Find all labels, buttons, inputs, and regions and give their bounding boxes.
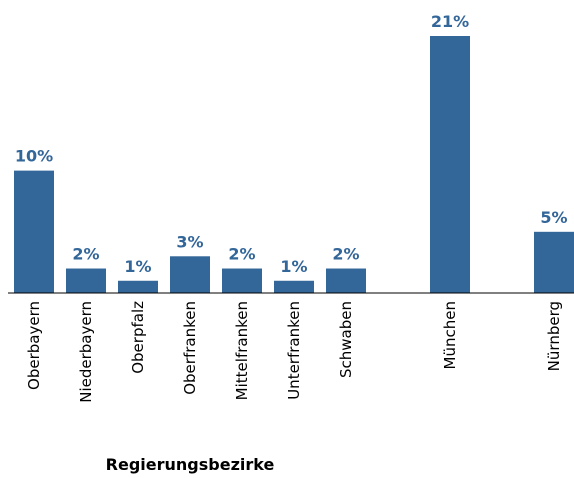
value-label: 1% [124, 257, 151, 276]
x-tick-label: Oberfranken [181, 301, 199, 395]
bar [118, 280, 158, 293]
bar [430, 36, 470, 293]
value-label: 3% [176, 232, 203, 251]
bar [534, 231, 574, 293]
x-tick-label: Niederbayern [77, 301, 95, 403]
bar [274, 280, 314, 293]
value-label: 2% [228, 245, 255, 264]
bar [170, 256, 210, 293]
x-tick-label: Oberbayern [25, 301, 43, 390]
value-label: 21% [431, 12, 469, 31]
x-axis-title: Regierungsbezirke [106, 455, 275, 474]
value-label: 1% [280, 257, 307, 276]
bar [14, 170, 54, 293]
value-label: 10% [15, 147, 53, 166]
bar [326, 268, 366, 293]
x-tick-label: Nürnberg [545, 301, 563, 371]
bar [66, 268, 106, 293]
x-tick-label: Unterfranken [285, 301, 303, 400]
bar [222, 268, 262, 293]
x-tick-label: Oberpfalz [129, 301, 147, 374]
value-label: 2% [72, 245, 99, 264]
x-tick-label: München [441, 301, 459, 369]
value-label: 2% [332, 245, 359, 264]
x-tick-label: Schwaben [337, 301, 355, 378]
x-tick-label: Mittelfranken [233, 301, 251, 400]
value-label: 5% [540, 208, 567, 227]
